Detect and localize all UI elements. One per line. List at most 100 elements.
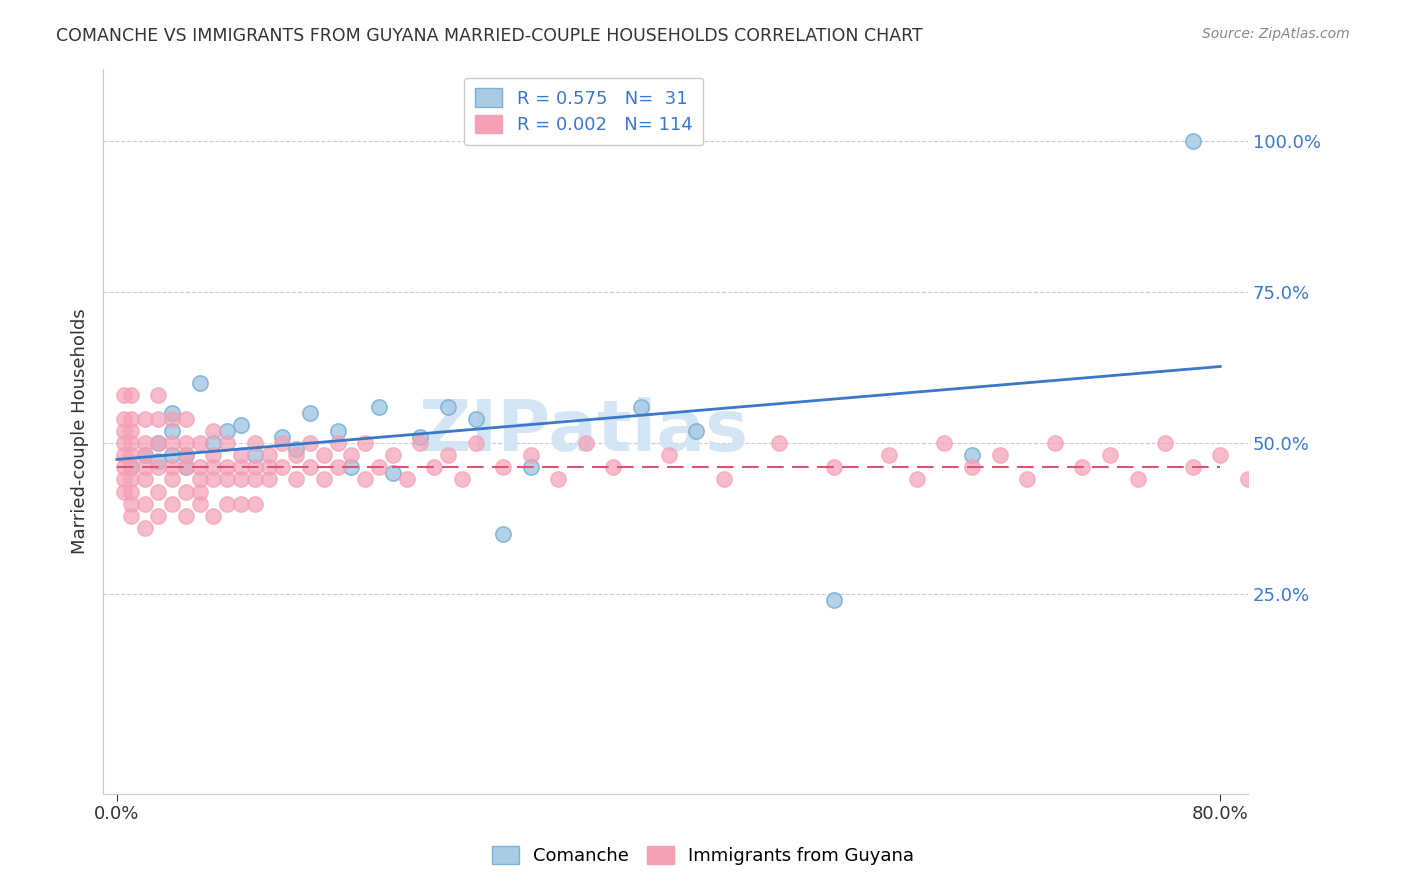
Legend: R = 0.575   N=  31, R = 0.002   N= 114: R = 0.575 N= 31, R = 0.002 N= 114 (464, 78, 703, 145)
Point (112, 472, 135, 486)
Point (1017, 472, 1039, 486)
Point (174, 460, 197, 475)
Point (202, 472, 225, 486)
Point (217, 436, 239, 450)
Point (381, 467, 404, 481)
Point (120, 460, 142, 475)
Point (160, 448, 183, 462)
Point (202, 424, 225, 438)
Point (1237, 472, 1260, 486)
Point (229, 460, 252, 475)
Point (112, 436, 135, 450)
Point (1098, 448, 1121, 462)
Point (120, 436, 142, 450)
Point (960, 460, 983, 475)
Point (905, 472, 928, 486)
Point (423, 460, 446, 475)
Point (188, 460, 211, 475)
Point (120, 412, 142, 426)
Point (354, 436, 377, 450)
Point (464, 436, 486, 450)
Point (174, 508, 197, 523)
Legend: Comanche, Immigrants from Guyana: Comanche, Immigrants from Guyana (482, 837, 924, 874)
Text: ZIPatlas: ZIPatlas (419, 397, 749, 466)
Point (188, 484, 211, 499)
Point (148, 454, 170, 468)
Point (148, 460, 170, 475)
Point (217, 497, 239, 511)
Point (1181, 134, 1204, 148)
Point (326, 436, 349, 450)
Point (1071, 460, 1094, 475)
Point (271, 460, 294, 475)
Point (160, 460, 183, 475)
Point (112, 460, 135, 475)
Point (934, 436, 956, 450)
Point (519, 460, 541, 475)
Point (381, 448, 404, 462)
Point (217, 424, 239, 438)
Point (112, 424, 135, 438)
Point (160, 472, 183, 486)
Point (134, 448, 156, 462)
Point (148, 436, 170, 450)
Point (768, 436, 790, 450)
Point (202, 508, 225, 523)
Point (368, 460, 391, 475)
Point (285, 448, 308, 462)
Point (174, 448, 197, 462)
Point (547, 472, 569, 486)
Point (1154, 436, 1177, 450)
Point (326, 460, 349, 475)
Y-axis label: Married-couple Households: Married-couple Households (72, 309, 89, 554)
Point (450, 472, 472, 486)
Point (271, 436, 294, 450)
Point (120, 484, 142, 499)
Point (188, 472, 211, 486)
Point (120, 460, 142, 475)
Point (174, 484, 197, 499)
Point (409, 436, 432, 450)
Point (298, 436, 321, 450)
Point (229, 418, 252, 433)
Point (1126, 472, 1149, 486)
Point (492, 460, 515, 475)
Point (112, 388, 135, 402)
Point (354, 472, 377, 486)
Point (340, 448, 363, 462)
Point (1319, 448, 1341, 462)
Point (243, 497, 266, 511)
Point (395, 472, 418, 486)
Point (134, 472, 156, 486)
Point (120, 497, 142, 511)
Point (326, 424, 349, 438)
Point (120, 508, 142, 523)
Point (1209, 448, 1232, 462)
Point (202, 448, 225, 462)
Point (243, 436, 266, 450)
Point (217, 472, 239, 486)
Point (312, 472, 335, 486)
Point (202, 436, 225, 450)
Point (202, 460, 225, 475)
Point (437, 400, 460, 414)
Point (988, 448, 1011, 462)
Point (134, 497, 156, 511)
Point (134, 436, 156, 450)
Point (160, 424, 183, 438)
Point (1292, 460, 1315, 475)
Point (630, 400, 652, 414)
Point (575, 436, 598, 450)
Point (437, 448, 460, 462)
Point (409, 430, 432, 444)
Point (120, 448, 142, 462)
Point (112, 412, 135, 426)
Point (148, 508, 170, 523)
Point (685, 424, 707, 438)
Point (120, 424, 142, 438)
Point (243, 460, 266, 475)
Point (368, 400, 391, 414)
Point (285, 442, 308, 457)
Point (120, 388, 142, 402)
Point (823, 460, 845, 475)
